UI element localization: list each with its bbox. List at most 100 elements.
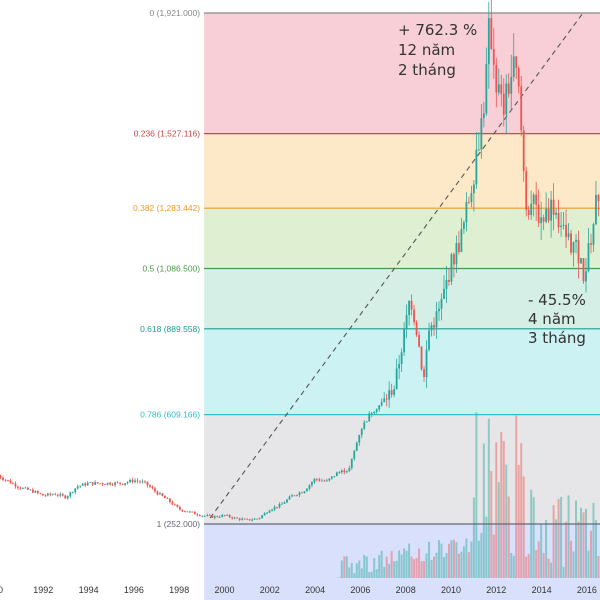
x-tick-label: 1996 xyxy=(124,585,144,595)
candle-body xyxy=(208,515,211,517)
volume-bar xyxy=(507,496,510,578)
candle-body xyxy=(258,518,261,519)
candle-body xyxy=(575,239,577,242)
volume-bar xyxy=(477,540,480,578)
x-tick-label: 2014 xyxy=(532,585,552,595)
x-tick-label: 2008 xyxy=(396,585,416,595)
volume-bar xyxy=(492,534,495,578)
candle-body xyxy=(216,516,219,518)
candle-body xyxy=(480,118,483,150)
candle-body xyxy=(335,472,338,477)
candle-body xyxy=(395,368,398,390)
volume-bar xyxy=(455,542,458,578)
volume-bar xyxy=(512,555,515,578)
candle-body xyxy=(288,496,291,500)
candle-body xyxy=(485,64,488,114)
fib-band-0.618 xyxy=(204,328,600,415)
candle-body xyxy=(520,86,523,131)
candle-body xyxy=(438,308,440,312)
candle-body xyxy=(84,483,87,486)
annotation-down: - 45.5% 4 năm 3 tháng xyxy=(528,291,591,347)
candle-body xyxy=(46,493,49,496)
fib-label-0.5: 0.5 (1,086.500) xyxy=(142,264,200,274)
volume-bar xyxy=(457,553,460,578)
candle-body xyxy=(296,495,298,496)
candle-body xyxy=(111,484,114,486)
volume-bar xyxy=(375,569,378,578)
fib-band-0.382 xyxy=(204,208,600,269)
candle-body xyxy=(236,517,239,519)
candle-body xyxy=(413,309,415,323)
candle-body xyxy=(373,411,376,414)
candle-body xyxy=(320,480,323,482)
candle-body xyxy=(161,493,164,496)
candle-body xyxy=(532,194,535,204)
volume-bar xyxy=(410,556,413,578)
volume-bar xyxy=(589,530,592,578)
volume-bar xyxy=(418,548,421,578)
volume-bar xyxy=(550,562,553,578)
fib-bands xyxy=(204,13,600,600)
candle-body xyxy=(191,511,194,513)
candle-body xyxy=(41,493,44,496)
candle-body xyxy=(333,476,336,477)
candle-body xyxy=(398,363,401,369)
volume-bar xyxy=(440,543,443,578)
volume-bar xyxy=(502,441,505,578)
volume-bar xyxy=(570,540,573,578)
fib-lines xyxy=(204,12,600,525)
candle-body xyxy=(577,239,580,264)
candle-body xyxy=(271,509,273,511)
candle-body xyxy=(338,472,341,473)
candle-body xyxy=(104,484,107,485)
x-tick-label: 2000 xyxy=(214,585,234,595)
candle-body xyxy=(116,482,119,484)
volume-bar xyxy=(557,498,560,578)
candle-body xyxy=(542,217,545,222)
candle-body xyxy=(545,208,548,222)
candle-body xyxy=(515,56,518,68)
candle-body xyxy=(512,56,515,78)
volume-bar xyxy=(555,519,558,578)
candle-body xyxy=(400,352,403,364)
candle-body xyxy=(181,509,184,512)
volume-bar xyxy=(388,563,391,578)
candle-body xyxy=(597,195,600,202)
volume-bar xyxy=(495,442,498,578)
candle-body xyxy=(465,201,468,223)
x-tick-label: 2002 xyxy=(260,585,280,595)
candle-body xyxy=(94,482,97,485)
candle-body xyxy=(24,487,27,489)
candle-body xyxy=(497,84,500,93)
candle-body xyxy=(440,298,443,309)
fib-label-0.382: 0.382 (1,283.442) xyxy=(133,203,200,213)
candle-body xyxy=(14,483,17,487)
candle-body xyxy=(149,485,151,487)
volume-bar xyxy=(542,553,545,578)
candle-body xyxy=(316,478,318,480)
candle-body xyxy=(443,288,445,299)
volume-bar xyxy=(370,571,373,578)
volume-bar xyxy=(368,572,371,578)
volume-bar xyxy=(452,539,455,578)
candle-body xyxy=(281,503,283,505)
candle-body xyxy=(458,242,460,253)
candle-body xyxy=(193,511,196,515)
candle-body xyxy=(470,193,473,203)
candle-body xyxy=(17,486,19,488)
candle-body xyxy=(228,515,231,518)
candle-body xyxy=(74,488,77,493)
annotation-up-line-3: 2 tháng xyxy=(398,61,456,79)
volume-bar xyxy=(572,551,575,578)
candle-body xyxy=(261,515,263,519)
volume-bar xyxy=(450,540,453,578)
candle-body xyxy=(66,496,69,499)
candle-body xyxy=(39,493,42,494)
candle-body xyxy=(59,494,62,496)
candle-body xyxy=(54,494,57,496)
candle-body xyxy=(213,516,216,518)
volume-bar xyxy=(485,516,488,578)
volume-bar xyxy=(423,561,426,578)
candle-body xyxy=(358,434,361,443)
x-axis: 90 1992 1994 1996 1998 2000 2002 2004 2006 2008 20… xyxy=(0,585,597,595)
